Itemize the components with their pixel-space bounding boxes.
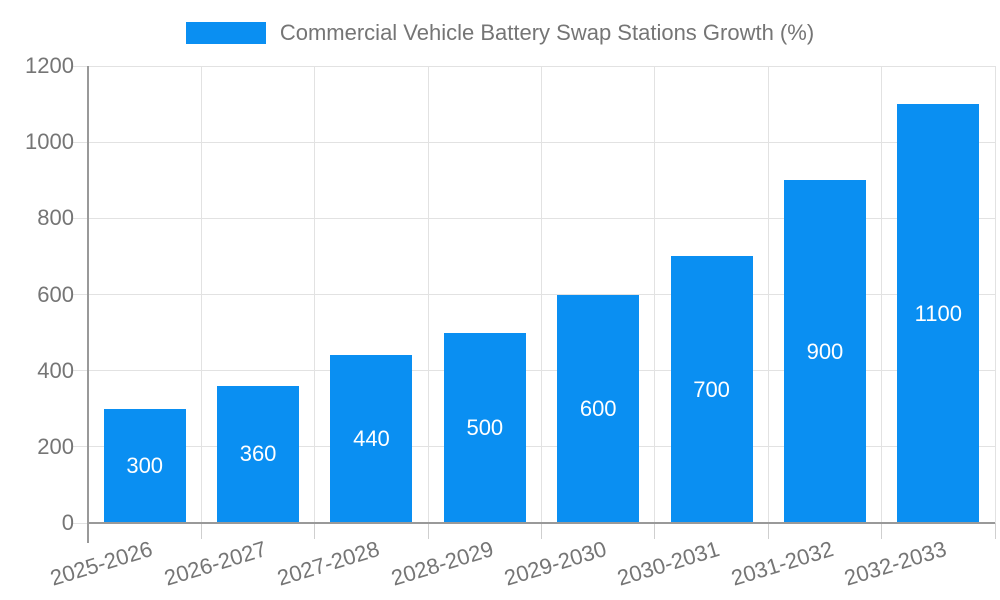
x-boundary-gridline: [767, 66, 769, 523]
legend: Commercial Vehicle Battery Swap Stations…: [0, 21, 1000, 45]
bar: [670, 256, 753, 523]
x-tick: [881, 523, 883, 539]
x-tick: [994, 523, 996, 539]
bar: [330, 355, 413, 523]
x-tick: [427, 523, 429, 539]
bar: [443, 332, 526, 523]
bar-value-label: 300: [126, 452, 164, 478]
bar: [557, 294, 640, 523]
y-tick: [72, 294, 88, 295]
bar-value-label: 440: [353, 426, 390, 452]
x-boundary-gridline: [994, 66, 996, 523]
x-boundary-gridline: [654, 66, 656, 523]
x-boundary-gridline: [314, 66, 316, 523]
bar: [103, 408, 186, 523]
y-tick-label: 1000: [25, 129, 74, 155]
x-tick-label: 2029-2030: [501, 536, 610, 591]
x-tick-label: 2028-2029: [387, 536, 496, 591]
y-tick-label: 800: [37, 205, 74, 231]
bar-value-label: 1100: [914, 300, 962, 326]
y-tick: [72, 522, 88, 524]
y-tick: [72, 370, 88, 372]
x-boundary-gridline: [200, 66, 202, 523]
y-tick: [72, 446, 88, 448]
bar-value-label: 700: [693, 376, 730, 402]
y-tick-label: 1200: [25, 53, 74, 78]
y-tick: [72, 217, 88, 219]
y-tick-label: 600: [37, 281, 74, 307]
y-tick-label: 200: [37, 433, 74, 459]
x-tick-label: 2026-2027: [161, 536, 270, 591]
x-tick-label: 2032-2033: [841, 536, 950, 591]
y-tick: [72, 65, 88, 67]
x-boundary-gridline: [541, 66, 542, 523]
legend-label: Commercial Vehicle Battery Swap Stations…: [279, 20, 815, 45]
bar-value-label: 900: [806, 338, 844, 364]
x-tick: [767, 523, 769, 539]
bar: [897, 104, 980, 523]
x-tick-label: 2030-2031: [614, 536, 723, 591]
x-tick: [654, 523, 656, 539]
bar: [217, 385, 300, 523]
y-tick-label: 400: [37, 357, 74, 383]
y-tick: [72, 141, 88, 143]
x-tick: [541, 523, 542, 539]
x-tick-label: 2025-2026: [47, 536, 156, 591]
bar-value-label: 600: [579, 395, 617, 421]
y-tick-label: 0: [61, 510, 74, 535]
x-boundary-gridline: [427, 66, 429, 523]
bar: [783, 180, 866, 523]
y-axis-line: [87, 66, 89, 543]
x-tick: [200, 523, 202, 539]
legend-swatch: [185, 22, 266, 44]
bar-value-label: 360: [239, 441, 277, 467]
x-tick: [314, 523, 316, 539]
x-boundary-gridline: [881, 66, 883, 523]
x-tick-label: 2027-2028: [274, 536, 383, 591]
x-tick-label: 2031-2032: [728, 536, 836, 591]
x-axis-line: [88, 522, 995, 524]
bar-value-label: 500: [466, 414, 504, 440]
